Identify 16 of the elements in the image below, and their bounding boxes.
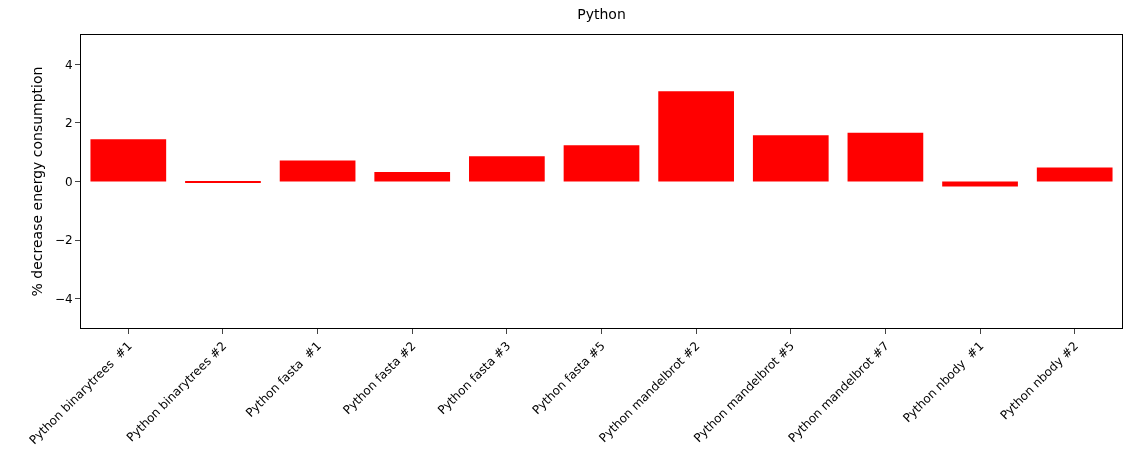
y-tick-label: 0 xyxy=(64,174,73,189)
bar xyxy=(374,172,451,182)
bar xyxy=(279,160,356,182)
bar xyxy=(752,135,829,182)
bar xyxy=(658,91,734,182)
chart-title: Python xyxy=(577,5,626,22)
y-axis-title: % decrease energy consumption xyxy=(29,66,46,297)
bar xyxy=(90,139,167,182)
y-tick-label: 4 xyxy=(64,57,73,72)
bar xyxy=(563,145,640,182)
bar xyxy=(847,132,924,182)
y-tick-label: −2 xyxy=(54,233,73,248)
y-tick-label: 2 xyxy=(64,116,73,131)
y-tick-label: −4 xyxy=(54,291,73,306)
bar xyxy=(469,156,545,182)
bar xyxy=(1036,167,1113,182)
